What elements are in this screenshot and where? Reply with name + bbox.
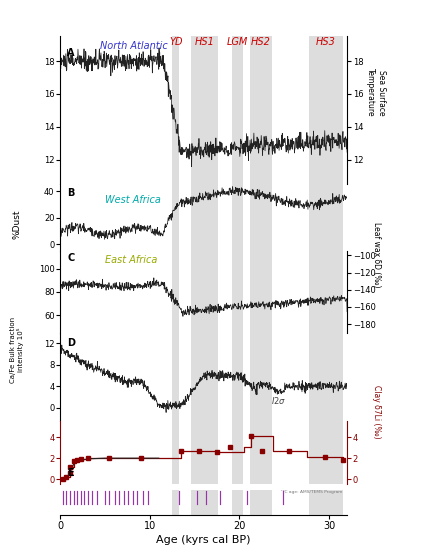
Bar bbox=[309, 422, 343, 484]
Bar bbox=[172, 251, 179, 333]
Text: West Africa: West Africa bbox=[105, 195, 161, 205]
Text: HS1: HS1 bbox=[194, 37, 214, 47]
Bar bbox=[232, 251, 243, 333]
Text: Sea Surface
Temperature: Sea Surface Temperature bbox=[366, 68, 386, 116]
Bar bbox=[232, 333, 243, 422]
Text: Clay δ7Li (‰): Clay δ7Li (‰) bbox=[372, 385, 380, 438]
Text: B: B bbox=[67, 189, 75, 198]
Text: E: E bbox=[67, 468, 74, 478]
Bar bbox=[191, 490, 218, 515]
Text: D: D bbox=[67, 338, 75, 348]
Text: ¹⁴C age: AMS/TEMS Program: ¹⁴C age: AMS/TEMS Program bbox=[281, 490, 343, 494]
X-axis label: Age (kyrs cal BP): Age (kyrs cal BP) bbox=[156, 535, 251, 545]
Bar bbox=[250, 490, 272, 515]
Bar bbox=[191, 184, 218, 251]
Bar bbox=[172, 422, 179, 484]
Bar bbox=[232, 36, 243, 184]
Bar bbox=[172, 36, 179, 184]
Bar bbox=[309, 333, 343, 422]
Bar bbox=[191, 422, 218, 484]
Text: East Africa: East Africa bbox=[105, 255, 157, 265]
Bar bbox=[191, 333, 218, 422]
Bar bbox=[309, 36, 343, 184]
Bar bbox=[309, 251, 343, 333]
Bar bbox=[250, 184, 272, 251]
Bar bbox=[172, 184, 179, 251]
Text: YD: YD bbox=[169, 37, 182, 47]
Bar bbox=[250, 422, 272, 484]
Bar bbox=[191, 251, 218, 333]
Text: Ca/Fe Bulk fraction
intensity 10⁵: Ca/Fe Bulk fraction intensity 10⁵ bbox=[10, 317, 24, 383]
Bar bbox=[232, 422, 243, 484]
Bar bbox=[309, 490, 343, 515]
Bar bbox=[172, 333, 179, 422]
Text: %Dust: %Dust bbox=[12, 209, 21, 239]
Text: HS3: HS3 bbox=[316, 37, 336, 47]
Bar bbox=[250, 333, 272, 422]
Text: $I2\sigma$: $I2\sigma$ bbox=[271, 395, 286, 407]
Bar bbox=[250, 36, 272, 184]
Text: C: C bbox=[67, 254, 74, 263]
Text: LGM: LGM bbox=[227, 37, 248, 47]
Bar bbox=[172, 490, 179, 515]
Bar bbox=[232, 490, 243, 515]
Text: HS2: HS2 bbox=[251, 37, 271, 47]
Bar bbox=[250, 251, 272, 333]
Text: North Atlantic: North Atlantic bbox=[101, 41, 168, 52]
Text: Leaf wax δD (‰): Leaf wax δD (‰) bbox=[372, 222, 380, 287]
Bar bbox=[309, 184, 343, 251]
Text: A: A bbox=[67, 48, 75, 58]
Bar bbox=[191, 36, 218, 184]
Bar bbox=[232, 184, 243, 251]
